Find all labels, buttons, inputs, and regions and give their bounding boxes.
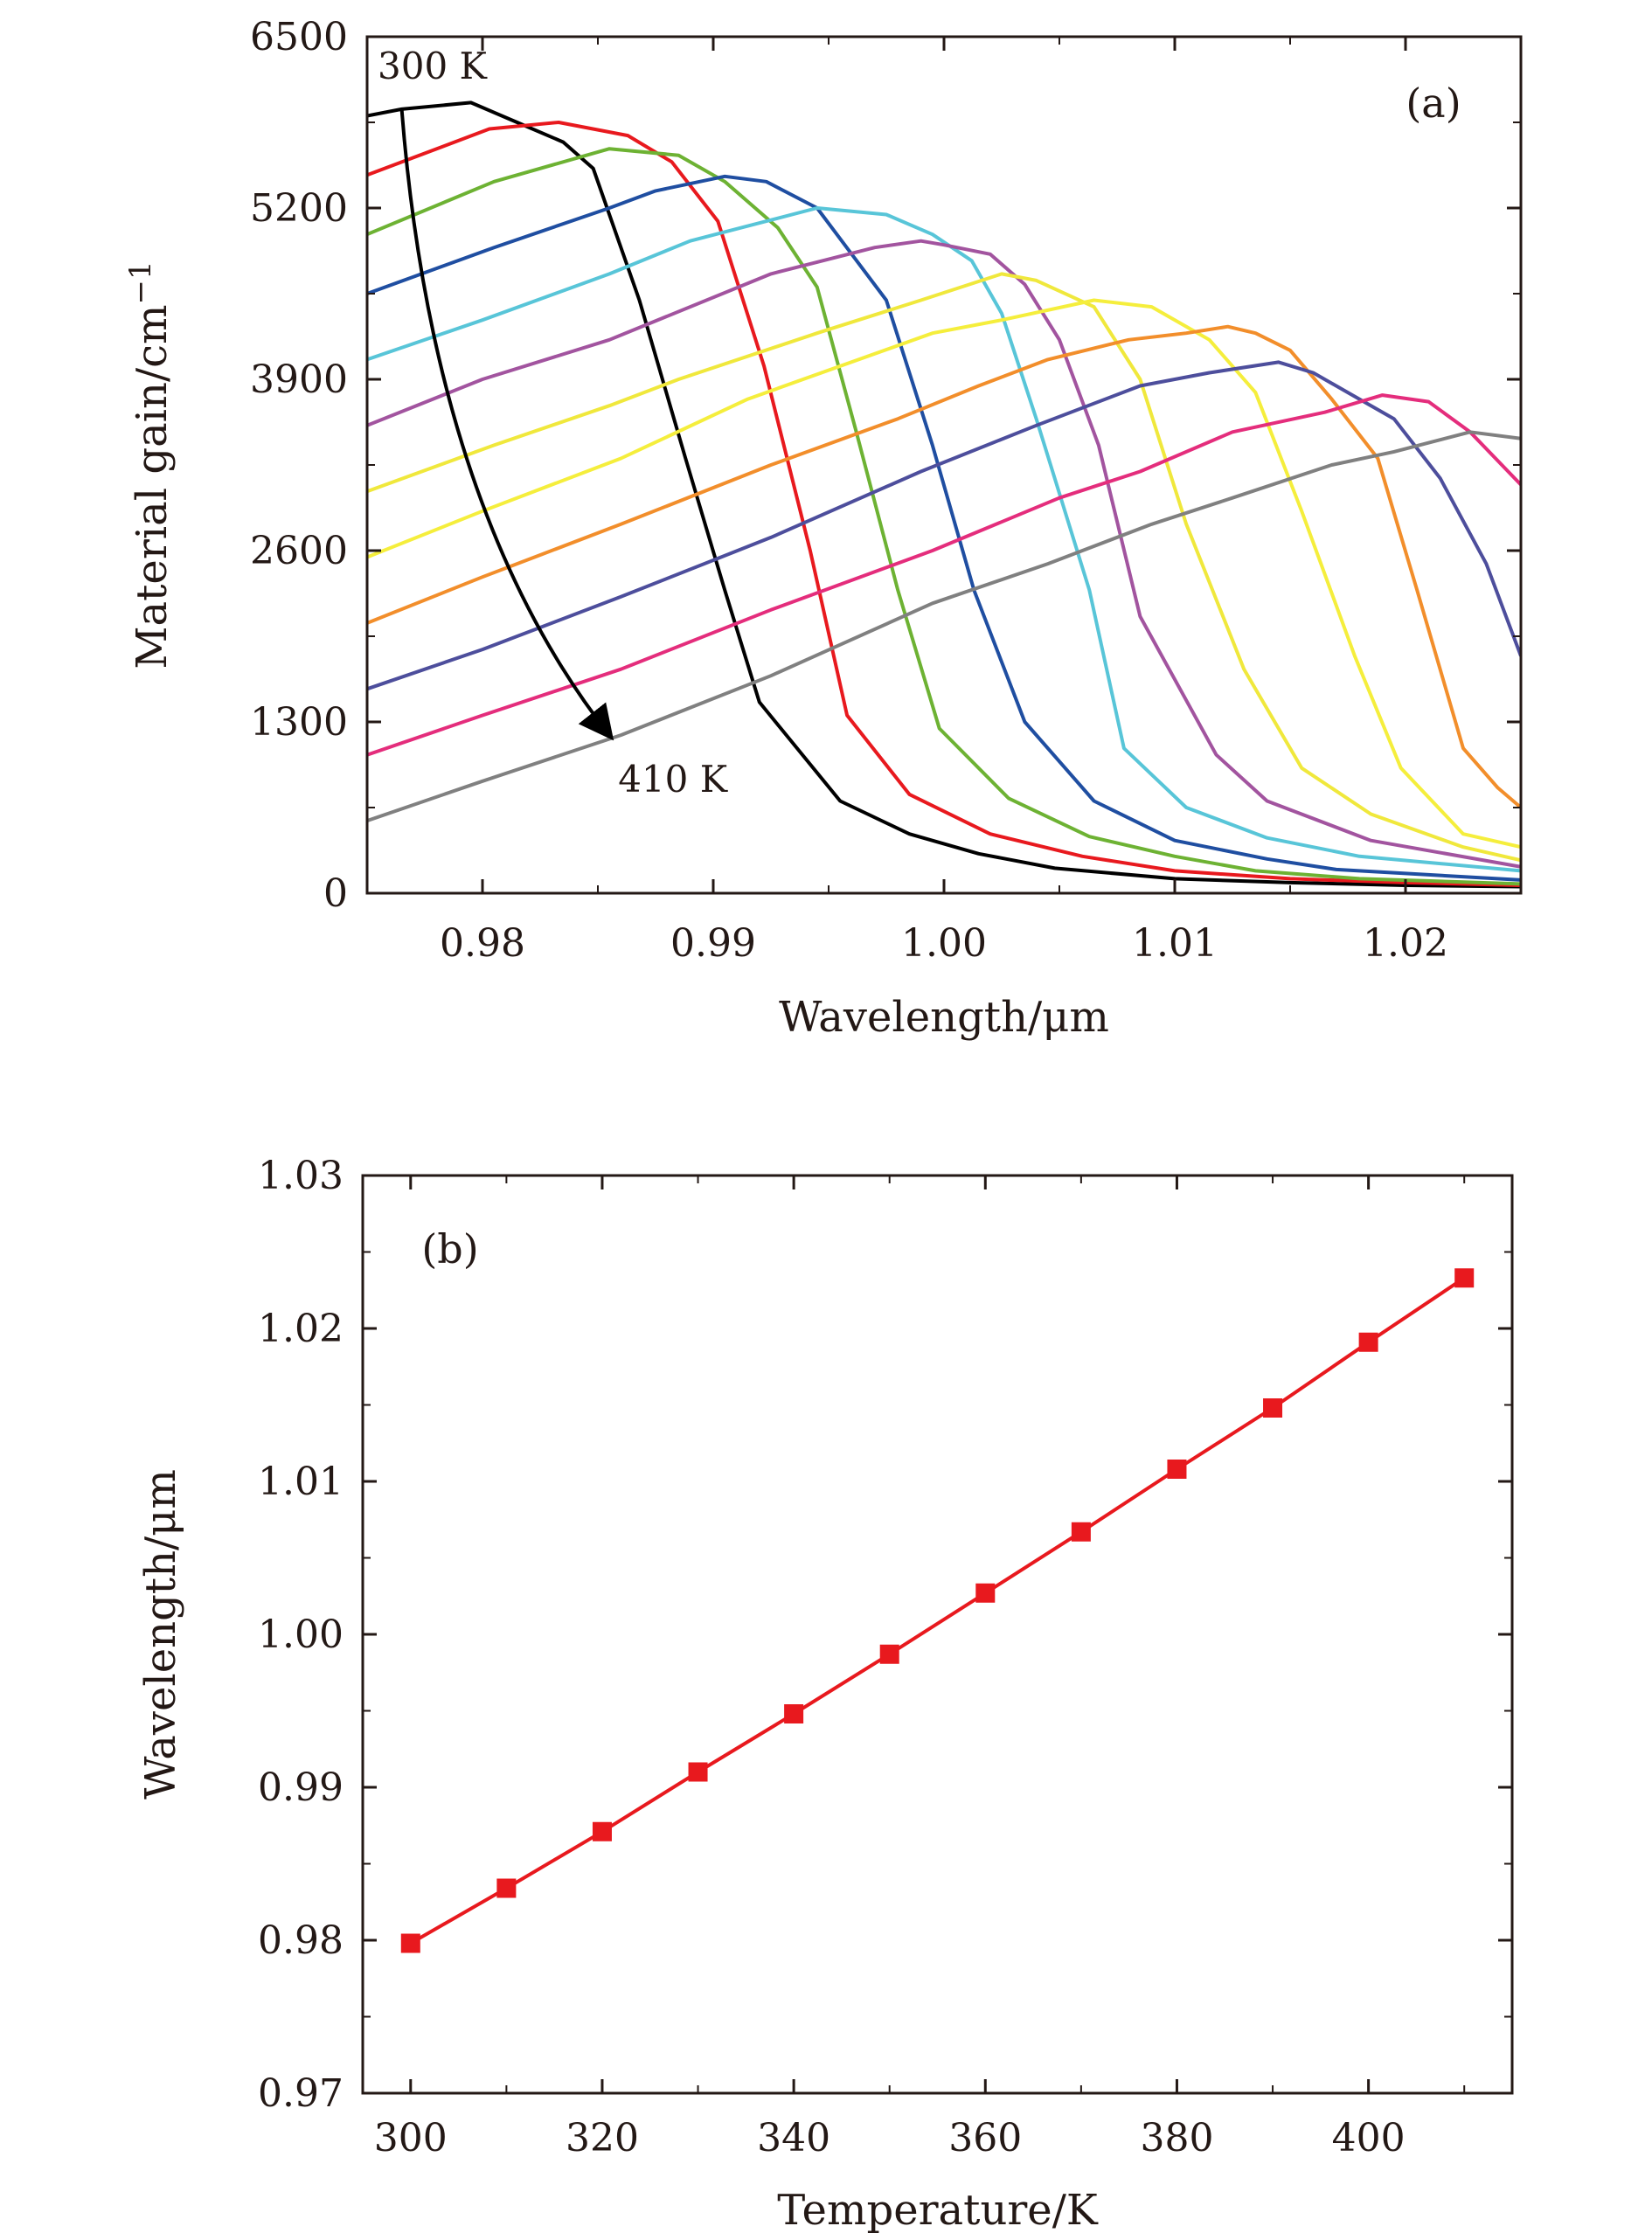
panel-a-y-axis-title-superscript: −1 <box>123 260 158 304</box>
panel-a-series-line-8 <box>367 298 1521 850</box>
panel-a-series-line-11 <box>367 393 1521 757</box>
panel-b-y-tick-label: 1.03 <box>258 1154 344 1198</box>
panel-a-annotation-end-temp: 410 K <box>618 758 729 801</box>
panel-b-y-tick-label: 1.02 <box>258 1307 344 1351</box>
panel-b-series-group <box>400 1268 1475 1953</box>
panel-a-temperature-arrow <box>399 108 614 741</box>
panel-b-x-tick-label: 380 <box>1140 2116 1213 2160</box>
panel-b-chart: 300 320 340 360 380 400 0.97 0.98 0.99 1.00 1.01 1.… <box>136 1154 1514 2235</box>
panel-b-data-point <box>688 1762 708 1782</box>
panel-a-x-tick-label: 0.99 <box>670 921 756 966</box>
panel-a-series-line-10 <box>367 360 1521 691</box>
panel-b-x-tick-label: 360 <box>948 2116 1022 2160</box>
panel-a-plot-frame <box>365 35 1523 895</box>
panel-b-y-axis-title: Wavelength/μm <box>136 1469 185 1800</box>
panel-a-x-axis-title: Wavelength/μm <box>779 993 1109 1042</box>
panel-a-y-tick-label: 1300 <box>250 700 348 745</box>
panel-a-y-tick-label: 3900 <box>250 357 348 402</box>
panel-a-y-tick-label: 6500 <box>250 15 348 59</box>
panel-b-x-tick-label: 340 <box>757 2116 830 2160</box>
panel-b-label: (b) <box>421 1225 478 1273</box>
panel-b-data-point <box>592 1821 612 1841</box>
panel-a-label: (a) <box>1406 80 1461 127</box>
panel-b-x-tick-label: 400 <box>1332 2116 1406 2160</box>
panel-a-series-group <box>367 101 1521 889</box>
panel-a-series-line-6 <box>367 239 1521 869</box>
panel-a-ticks-group: 0.98 0.99 1.00 1.01 1.02 0 1300 2600 3900 5200 650… <box>250 15 1522 966</box>
panel-a-chart: 0.98 0.99 1.00 1.01 1.02 0 1300 2600 3900 5200 650… <box>123 15 1523 1042</box>
panel-a-series-line-3 <box>367 147 1521 886</box>
panel-a-y-tick-label: 2600 <box>250 529 348 573</box>
panel-a-x-tick-label: 1.00 <box>901 921 987 966</box>
panel-a-x-tick-label: 0.98 <box>440 921 525 966</box>
panel-a-y-tick-label: 5200 <box>250 186 348 231</box>
panel-a-y-axis-title: Material gain/cm−1 <box>123 260 177 669</box>
panel-b-x-axis-title: Temperature/K <box>777 2186 1099 2235</box>
panel-a-annotation-start-temp: 300 K <box>378 45 489 87</box>
panel-b-series-line <box>409 1276 1466 1945</box>
panel-a-series-line-1 <box>367 101 1521 889</box>
panel-b-ticks-group: 300 320 340 360 380 400 0.97 0.98 0.99 1.00 1.01 1.… <box>258 1154 1512 2160</box>
panel-b-data-point <box>975 1583 996 1603</box>
panel-a-y-axis-title-main: Material gain/cm <box>128 304 177 669</box>
panel-b-data-point <box>784 1704 804 1723</box>
panel-b-y-tick-label: 0.98 <box>258 1918 344 1963</box>
panel-b-data-point <box>400 1933 420 1953</box>
panel-b-data-point <box>1358 1332 1378 1352</box>
panel-a-series-line-4 <box>367 174 1521 882</box>
panel-b-y-tick-label: 1.00 <box>258 1612 344 1657</box>
panel-a-x-tick-label: 1.01 <box>1132 921 1218 966</box>
panel-a-series-line-5 <box>367 206 1521 873</box>
panel-b-data-point <box>879 1644 899 1664</box>
panel-b-y-tick-label: 0.97 <box>258 2071 344 2116</box>
panel-a-series-line-7 <box>367 272 1521 863</box>
panel-b-y-tick-label: 0.99 <box>258 1765 344 1810</box>
panel-b-x-tick-label: 320 <box>566 2116 639 2160</box>
panel-a-x-tick-label: 1.02 <box>1363 921 1448 966</box>
panel-b-data-point <box>1167 1460 1187 1479</box>
panel-a-series-line-2 <box>367 121 1521 887</box>
panel-a-series-line-12 <box>367 430 1521 822</box>
panel-b-data-point <box>1263 1398 1283 1418</box>
panel-b-data-point <box>496 1878 517 1898</box>
panel-a-series-line-9 <box>367 324 1521 809</box>
panel-b-plot-frame <box>361 1174 1514 2095</box>
panel-a-trend-arrow-group <box>399 108 614 741</box>
panel-b-data-point <box>1071 1522 1091 1542</box>
panel-b-x-tick-label: 300 <box>374 2116 448 2160</box>
panel-b-data-point <box>1454 1268 1475 1288</box>
panel-b-y-tick-label: 1.01 <box>258 1460 344 1504</box>
panel-a-y-tick-label: 0 <box>323 871 348 916</box>
